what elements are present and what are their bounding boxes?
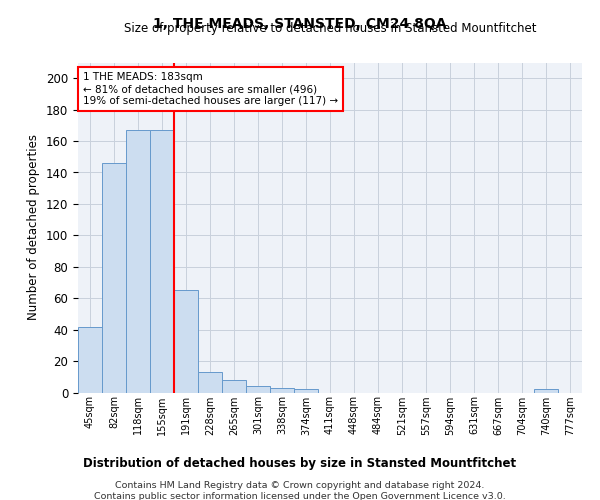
Bar [270, 388, 294, 392]
Bar [150, 130, 174, 392]
Bar [246, 386, 270, 392]
Text: Distribution of detached houses by size in Stansted Mountfitchet: Distribution of detached houses by size … [83, 458, 517, 470]
Text: Contains public sector information licensed under the Open Government Licence v3: Contains public sector information licen… [94, 492, 506, 500]
Bar [78, 326, 102, 392]
Bar [126, 130, 150, 392]
Title: Size of property relative to detached houses in Stansted Mountfitchet: Size of property relative to detached ho… [124, 22, 536, 35]
Bar [174, 290, 198, 392]
Bar [102, 163, 126, 392]
Bar [222, 380, 246, 392]
Text: Contains HM Land Registry data © Crown copyright and database right 2024.: Contains HM Land Registry data © Crown c… [115, 481, 485, 490]
Bar [294, 390, 318, 392]
Text: 1, THE MEADS, STANSTED, CM24 8QA: 1, THE MEADS, STANSTED, CM24 8QA [153, 18, 447, 32]
Bar [534, 390, 558, 392]
Text: 1 THE MEADS: 183sqm
← 81% of detached houses are smaller (496)
19% of semi-detac: 1 THE MEADS: 183sqm ← 81% of detached ho… [83, 72, 338, 106]
Y-axis label: Number of detached properties: Number of detached properties [28, 134, 40, 320]
Bar [198, 372, 222, 392]
